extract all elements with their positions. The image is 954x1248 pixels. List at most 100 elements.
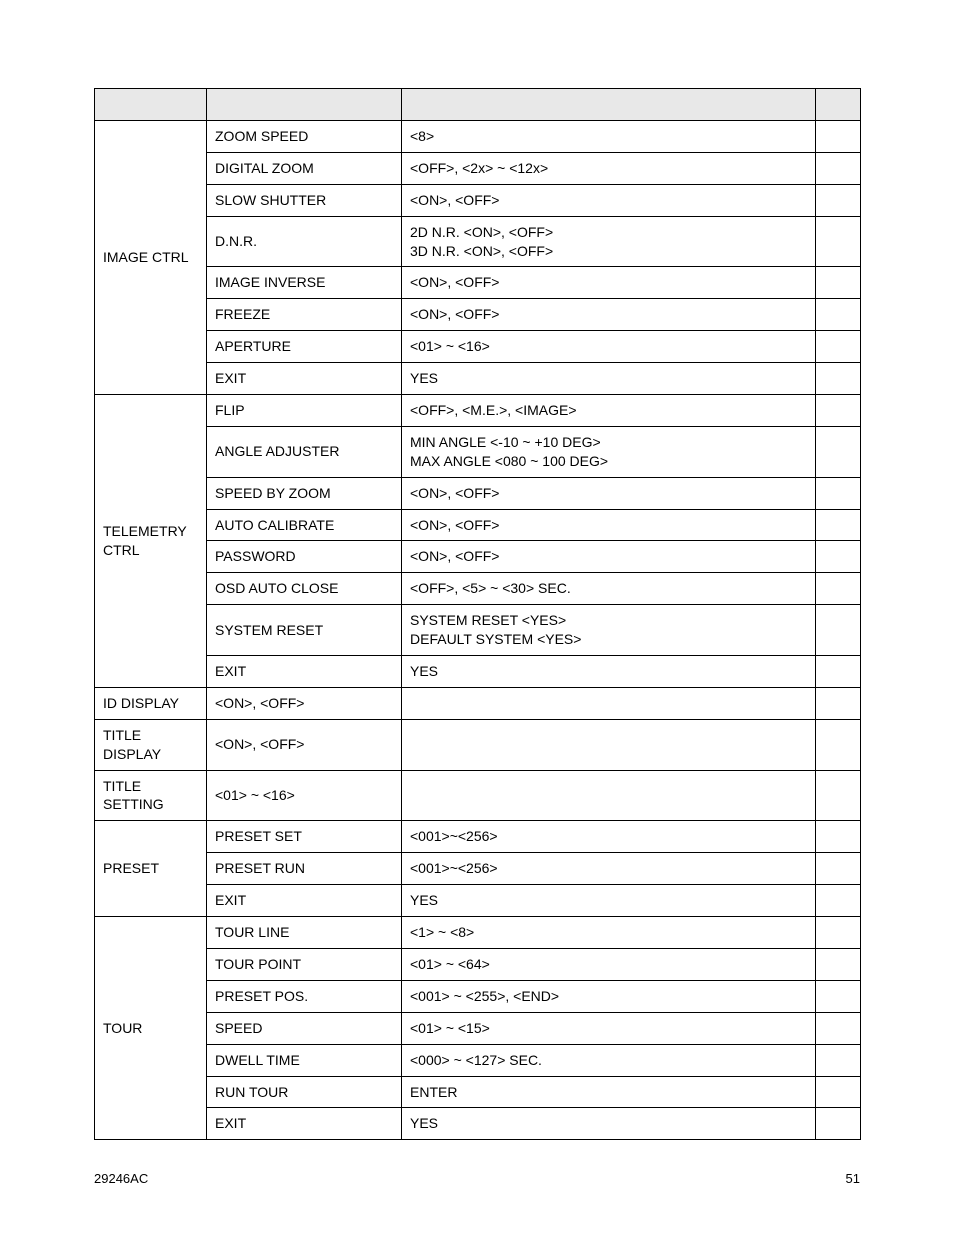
param-value-cell: <8> — [402, 121, 816, 153]
param-label-cell: EXIT — [207, 363, 402, 395]
table-row: TOURTOUR LINE<1> ~ <8> — [95, 917, 861, 949]
table-row: PASSWORD<ON>, <OFF> — [95, 541, 861, 573]
table-row: DIGITAL ZOOM<OFF>, <2x> ~ <12x> — [95, 152, 861, 184]
param-value-cell: MIN ANGLE <-10 ~ +10 DEG>MAX ANGLE <080 … — [402, 426, 816, 477]
param-label-cell: <01> ~ <16> — [207, 770, 402, 821]
table-row: TITLE DISPLAY<ON>, <OFF> — [95, 719, 861, 770]
blank-cell — [816, 573, 861, 605]
table-row: IMAGE CTRLZOOM SPEED<8> — [95, 121, 861, 153]
blank-cell — [816, 885, 861, 917]
header-cell — [95, 89, 207, 121]
footer-page-number: 51 — [846, 1171, 860, 1186]
table-row: EXITYES — [95, 363, 861, 395]
param-value-cell: YES — [402, 1108, 816, 1140]
blank-cell — [816, 1012, 861, 1044]
table-row: DWELL TIME<000> ~ <127> SEC. — [95, 1044, 861, 1076]
param-value-cell: <000> ~ <127> SEC. — [402, 1044, 816, 1076]
param-label-cell: SPEED BY ZOOM — [207, 477, 402, 509]
category-cell: TITLE SETTING — [95, 770, 207, 821]
param-label-cell: SLOW SHUTTER — [207, 184, 402, 216]
param-label-cell: TOUR POINT — [207, 948, 402, 980]
param-label-cell: EXIT — [207, 885, 402, 917]
param-label-cell: SYSTEM RESET — [207, 605, 402, 656]
param-label-cell: DWELL TIME — [207, 1044, 402, 1076]
blank-cell — [816, 216, 861, 267]
category-cell: TITLE DISPLAY — [95, 719, 207, 770]
param-label-cell: FLIP — [207, 395, 402, 427]
param-value-cell: <001>~<256> — [402, 853, 816, 885]
param-value-cell: <OFF>, <5> ~ <30> SEC. — [402, 573, 816, 605]
param-value-cell: <ON>, <OFF> — [402, 267, 816, 299]
table-row: RUN TOURENTER — [95, 1076, 861, 1108]
param-label-cell: PRESET SET — [207, 821, 402, 853]
settings-table: IMAGE CTRLZOOM SPEED<8>DIGITAL ZOOM<OFF>… — [94, 88, 861, 1140]
blank-cell — [816, 184, 861, 216]
blank-cell — [816, 477, 861, 509]
param-label-cell: PRESET RUN — [207, 853, 402, 885]
param-value-cell: <ON>, <OFF> — [402, 509, 816, 541]
param-value-cell: <01> ~ <16> — [402, 331, 816, 363]
category-cell: TOUR — [95, 917, 207, 1140]
table-row: AUTO CALIBRATE<ON>, <OFF> — [95, 509, 861, 541]
category-cell: TELEMETRY CTRL — [95, 395, 207, 688]
blank-cell — [816, 426, 861, 477]
table-header-row — [95, 89, 861, 121]
category-cell: PRESET — [95, 821, 207, 917]
blank-cell — [816, 1108, 861, 1140]
blank-cell — [816, 331, 861, 363]
page-footer: 29246AC 51 — [94, 1171, 860, 1186]
table-row: IMAGE INVERSE<ON>, <OFF> — [95, 267, 861, 299]
header-cell — [402, 89, 816, 121]
table-row: FREEZE<ON>, <OFF> — [95, 299, 861, 331]
blank-cell — [816, 1044, 861, 1076]
blank-cell — [816, 1076, 861, 1108]
blank-cell — [816, 541, 861, 573]
param-value-cell: YES — [402, 656, 816, 688]
blank-cell — [816, 687, 861, 719]
blank-cell — [816, 821, 861, 853]
blank-cell — [816, 267, 861, 299]
blank-cell — [816, 917, 861, 949]
blank-cell — [816, 605, 861, 656]
blank-cell — [816, 395, 861, 427]
table-row: D.N.R.2D N.R. <ON>, <OFF>3D N.R. <ON>, <… — [95, 216, 861, 267]
param-value-cell: <01> ~ <15> — [402, 1012, 816, 1044]
param-label-cell: FREEZE — [207, 299, 402, 331]
param-label-cell: AUTO CALIBRATE — [207, 509, 402, 541]
param-value-cell: <001> ~ <255>, <END> — [402, 980, 816, 1012]
table-row: SYSTEM RESETSYSTEM RESET <YES>DEFAULT SY… — [95, 605, 861, 656]
blank-cell — [816, 770, 861, 821]
param-value-cell: SYSTEM RESET <YES>DEFAULT SYSTEM <YES> — [402, 605, 816, 656]
param-label-cell: TOUR LINE — [207, 917, 402, 949]
param-label-cell: <ON>, <OFF> — [207, 687, 402, 719]
param-label-cell: EXIT — [207, 656, 402, 688]
param-value-cell: YES — [402, 885, 816, 917]
table-row: TITLE SETTING<01> ~ <16> — [95, 770, 861, 821]
table-row: SPEED BY ZOOM<ON>, <OFF> — [95, 477, 861, 509]
param-value-cell: <ON>, <OFF> — [402, 477, 816, 509]
blank-cell — [816, 980, 861, 1012]
category-cell: ID DISPLAY — [95, 687, 207, 719]
param-value-cell: YES — [402, 363, 816, 395]
param-label-cell: ANGLE ADJUSTER — [207, 426, 402, 477]
param-label-cell: PASSWORD — [207, 541, 402, 573]
page-content: IMAGE CTRLZOOM SPEED<8>DIGITAL ZOOM<OFF>… — [0, 0, 954, 1140]
header-cell — [816, 89, 861, 121]
param-value-cell: <1> ~ <8> — [402, 917, 816, 949]
param-label-cell: SPEED — [207, 1012, 402, 1044]
blank-cell — [816, 121, 861, 153]
param-label-cell: OSD AUTO CLOSE — [207, 573, 402, 605]
category-cell: IMAGE CTRL — [95, 121, 207, 395]
param-label-cell: D.N.R. — [207, 216, 402, 267]
table-row: EXITYES — [95, 656, 861, 688]
param-value-cell — [402, 687, 816, 719]
param-value-cell: <OFF>, <M.E.>, <IMAGE> — [402, 395, 816, 427]
param-label-cell: APERTURE — [207, 331, 402, 363]
param-value-cell: <ON>, <OFF> — [402, 184, 816, 216]
table-row: OSD AUTO CLOSE<OFF>, <5> ~ <30> SEC. — [95, 573, 861, 605]
table-row: APERTURE<01> ~ <16> — [95, 331, 861, 363]
table-row: SPEED<01> ~ <15> — [95, 1012, 861, 1044]
blank-cell — [816, 948, 861, 980]
blank-cell — [816, 363, 861, 395]
blank-cell — [816, 719, 861, 770]
